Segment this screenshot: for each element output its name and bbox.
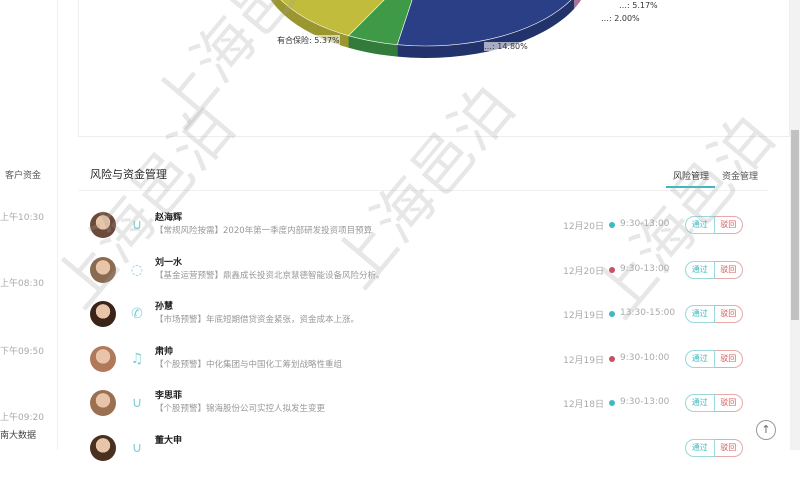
- approve-button[interactable]: 通过: [685, 260, 715, 279]
- time-label: 上午10:30: [0, 213, 44, 223]
- magnet-icon: ∪: [131, 217, 143, 233]
- left-footer: 南大数据: [0, 431, 37, 441]
- status-dot: [609, 311, 615, 318]
- avatar: [90, 345, 116, 372]
- alert-description[interactable]: 【个股预警】中化集团与中国化工筹划战略性重组: [155, 359, 343, 370]
- person-name: 李思菲: [155, 391, 183, 402]
- pie-label: 有合保险: 5.37%: [277, 35, 340, 46]
- date-label: 12月19日: [563, 355, 604, 366]
- action-buttons: 通过 驳回: [685, 394, 743, 413]
- time-range: 9:30-10:00: [620, 352, 670, 363]
- left-panel: 客户资金 上午10:30 上午08:30 下午09:50 上午09:20 南大数…: [0, 0, 58, 450]
- pie-label: …: 14.80%: [484, 42, 528, 51]
- approve-button[interactable]: 通过: [685, 305, 715, 324]
- status-dot: [609, 355, 615, 362]
- avatar: [90, 390, 116, 417]
- divider: [78, 190, 768, 191]
- active-tab-indicator: [666, 186, 715, 188]
- back-to-top-button[interactable]: ↑: [756, 420, 776, 440]
- pie-slice-side: [574, 0, 582, 9]
- reject-button[interactable]: 驳回: [714, 349, 743, 368]
- reject-button[interactable]: 驳回: [714, 305, 743, 324]
- list-item: ∪ 赵海辉 【常规风险按需】2020年第一季度内部研发投资项目预算 12月20日…: [80, 212, 770, 256]
- avatar: [90, 301, 116, 328]
- reject-button[interactable]: 驳回: [714, 260, 743, 279]
- list-item: ♫ 肃帅 【个股预警】中化集团与中国化工筹划战略性重组 12月19日 9:30-…: [80, 345, 770, 390]
- list-item: ◌ 刘一水 【基金运营预警】鼎鑫成长投资北京慧德智能设备风险分析。 12月20日…: [80, 256, 770, 301]
- reject-button[interactable]: 驳回: [714, 439, 743, 457]
- action-buttons: 通过 驳回: [685, 439, 743, 457]
- time-range: 9:30-13:00: [620, 219, 670, 229]
- status-dot: [609, 400, 615, 407]
- list-item: ∪ 董大申 通过 驳回: [80, 435, 770, 479]
- alert-description[interactable]: 【个股预警】锦海股份公司实控人拟发生变更: [155, 404, 326, 415]
- approve-button[interactable]: 通过: [685, 216, 715, 234]
- left-panel-title: 客户资金: [5, 171, 42, 181]
- status-dot: [609, 222, 615, 228]
- approve-button[interactable]: 通过: [685, 349, 715, 368]
- action-buttons: 通过 驳回: [685, 349, 743, 368]
- approve-button[interactable]: 通过: [685, 439, 715, 457]
- avatar: [90, 256, 116, 283]
- time-range: 9:30-13:00: [620, 397, 670, 408]
- pie-slice[interactable]: [261, 0, 426, 37]
- time-range: 9:30-13:00: [620, 263, 670, 274]
- time-range: 13:30-15:00: [620, 308, 676, 319]
- reject-button[interactable]: 驳回: [714, 394, 743, 413]
- pie-chart-card: 有合保险: 5.37% …: 14.80% …: 5.17% …: 2.00%: [78, 0, 790, 137]
- approve-button[interactable]: 通过: [685, 394, 715, 413]
- phone-icon: ✆: [131, 306, 143, 323]
- pie-label: …: 5.17%: [619, 1, 658, 10]
- tab-fund-management[interactable]: 资金管理: [722, 172, 759, 182]
- status-dot: [609, 266, 615, 273]
- scrollbar[interactable]: [790, 0, 800, 450]
- scrollbar-thumb[interactable]: [791, 130, 799, 320]
- pie-label: …: 2.00%: [601, 14, 640, 23]
- pie-chart: [261, 0, 582, 58]
- person-name: 刘一水: [155, 257, 183, 268]
- pie-slice[interactable]: [396, 0, 574, 47]
- date-label: 12月18日: [563, 400, 604, 411]
- alert-description[interactable]: 【市场预警】年底短期借贷资金紧张，资金成本上涨。: [155, 315, 360, 326]
- list-item: ∪ 李思菲 【个股预警】锦海股份公司实控人拟发生变更 12月18日 9:30-1…: [80, 390, 770, 434]
- avatar: [90, 435, 116, 461]
- tab-risk-management[interactable]: 风险管理: [673, 172, 710, 182]
- date-label: 12月20日: [563, 222, 604, 232]
- person-name: 孙慧: [155, 302, 174, 313]
- list-item: ✆ 孙慧 【市场预警】年底短期借贷资金紧张，资金成本上涨。 12月19日 13:…: [80, 301, 770, 345]
- action-buttons: 通过 驳回: [685, 260, 743, 279]
- action-buttons: 通过 驳回: [685, 305, 743, 324]
- pie-slice-side: [348, 35, 398, 57]
- magnet-icon: ∪: [131, 440, 143, 456]
- section-title: 风险与资金管理: [90, 168, 167, 181]
- alert-description[interactable]: 【常规风险按需】2020年第一季度内部研发投资项目预算: [155, 226, 373, 236]
- reject-button[interactable]: 驳回: [714, 216, 743, 234]
- person-name: 肃帅: [155, 346, 174, 357]
- date-label: 12月20日: [563, 266, 604, 277]
- date-label: 12月19日: [563, 311, 604, 322]
- avatar: [90, 212, 116, 238]
- person-name: 董大申: [155, 436, 183, 446]
- person-name: 赵海辉: [155, 213, 183, 223]
- time-label: 上午09:20: [0, 413, 44, 423]
- time-label: 上午08:30: [0, 279, 44, 289]
- alert-description[interactable]: 【基金运营预警】鼎鑫成长投资北京慧德智能设备风险分析。: [155, 270, 385, 281]
- time-label: 下午09:50: [0, 347, 44, 357]
- action-buttons: 通过 驳回: [685, 216, 743, 234]
- chat-icon: ◌: [130, 261, 144, 278]
- bell-icon: ♫: [130, 350, 144, 367]
- magnet-icon: ∪: [131, 395, 143, 412]
